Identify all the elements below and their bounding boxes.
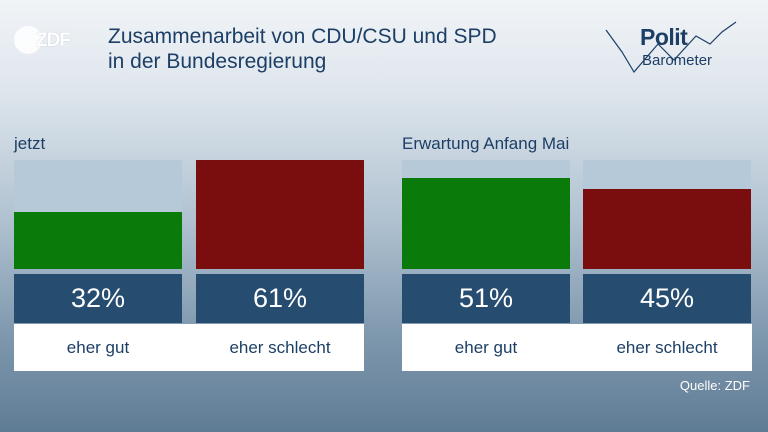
category-label-erwartung-eher-schlecht: eher schlecht: [616, 338, 718, 357]
zdf-logo-text: ZDF: [36, 30, 71, 51]
category-label-erwartung-eher-gut: eher gut: [454, 338, 518, 357]
bar-jetzt-eher-schlecht: [196, 160, 364, 269]
group-label-jetzt: jetzt: [14, 134, 46, 153]
bar-track: [196, 160, 364, 269]
bar-track: [583, 160, 751, 269]
chart-title-line-2: in der Bundesregierung: [108, 50, 327, 73]
value-label-jetzt-eher-schlecht: 61%: [196, 274, 364, 323]
politbarometer-line-graphic: [605, 21, 737, 74]
bar-erwartung-eher-schlecht: [583, 189, 751, 269]
chart-title-line-1: Zusammenarbeit von CDU/CSU und SPD: [108, 25, 497, 48]
politbarometer-logo: Polit Barometer: [604, 14, 754, 84]
source-note: Quelle: ZDF: [679, 378, 750, 393]
category-label-jetzt-eher-gut: eher gut: [66, 338, 130, 357]
value-label-jetzt-eher-gut: 32%: [14, 274, 182, 323]
value-label-erwartung-eher-schlecht: 45%: [583, 274, 751, 323]
bar-erwartung-eher-gut: [402, 178, 570, 269]
category-label-panel-jetzt: [14, 324, 364, 371]
bar-track: [14, 160, 182, 269]
group-label-erwartung: Erwartung Anfang Mai: [402, 134, 570, 153]
value-label-erwartung-eher-gut: 51%: [402, 274, 570, 323]
category-label-jetzt-eher-schlecht: eher schlecht: [229, 338, 331, 357]
zdf-logo-circle: [14, 26, 42, 54]
politbarometer-logo-top: Polit: [640, 24, 688, 50]
category-label-panel-erwartung: [402, 324, 752, 371]
politbarometer-logo-bottom: Barometer: [642, 52, 713, 69]
bar-track: [402, 160, 570, 269]
chart-title: Zusammenarbeit von CDU/CSU und SPD in de…: [108, 24, 578, 74]
bar-jetzt-eher-gut: [14, 212, 182, 269]
